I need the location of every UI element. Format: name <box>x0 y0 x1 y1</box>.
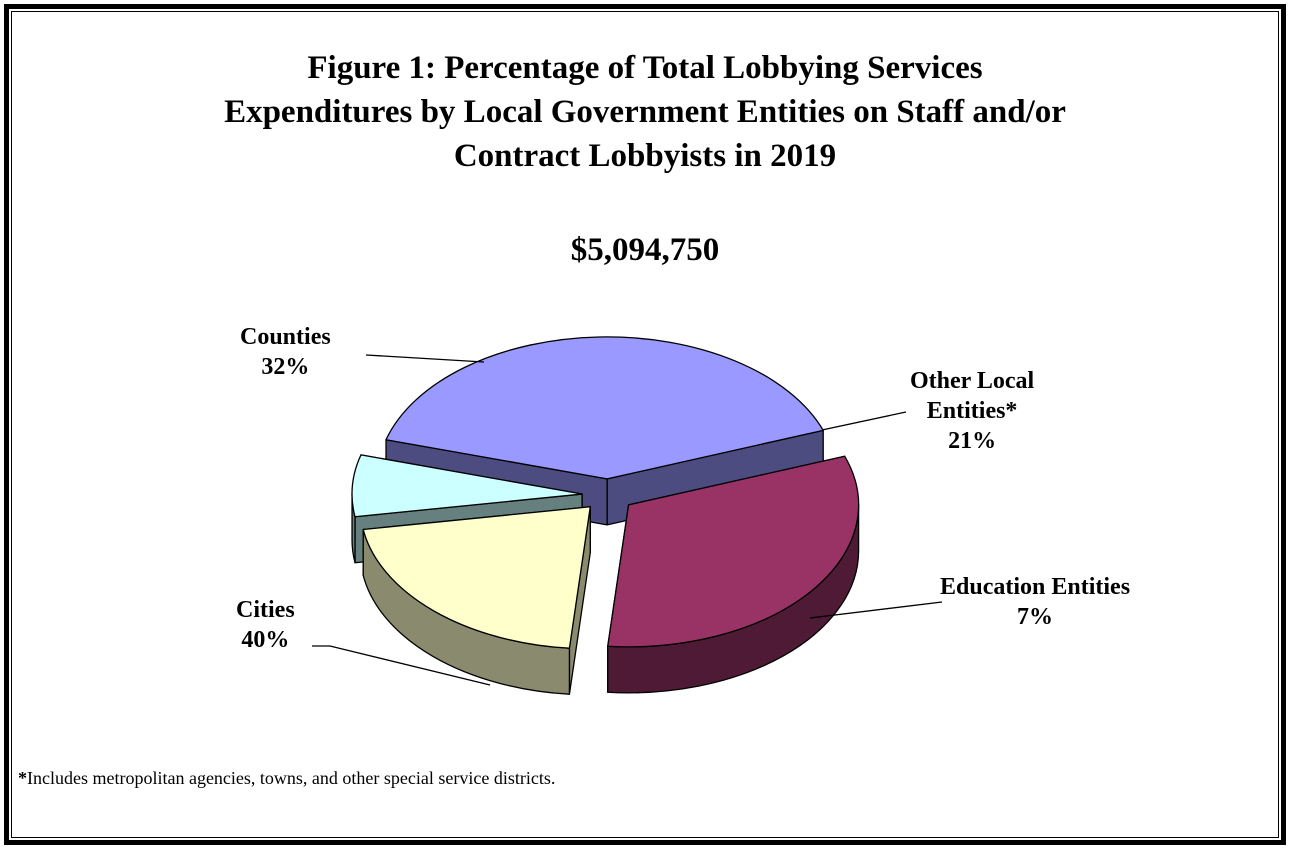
leader-line-cities <box>312 645 491 686</box>
footnote-asterisk: * <box>18 768 27 788</box>
slice-label-other-local-name-2: Entities* <box>926 398 1018 424</box>
pie-slice-education <box>351 454 583 518</box>
slice-label-cities: Cities 40% <box>236 595 295 655</box>
slice-label-education: Education Entities 7% <box>940 572 1130 632</box>
chart-title-line-3: Contract Lobbyists in 2019 <box>453 138 837 174</box>
chart-title-line-2: Expenditures by Local Government Entitie… <box>224 94 1066 130</box>
chart-subtitle-total: $5,094,750 <box>570 232 720 268</box>
chart-title: Figure 1: Percentage of Total Lobbying S… <box>0 46 1290 178</box>
chart-frame <box>4 4 1286 845</box>
slice-label-education-name: Education Entities <box>940 574 1131 600</box>
chart-title-line-1: Figure 1: Percentage of Total Lobbying S… <box>307 50 983 86</box>
pie-slice-cities <box>385 336 824 480</box>
slice-label-cities-name: Cities <box>236 597 295 623</box>
slice-label-counties-name: Counties <box>240 324 331 350</box>
leader-line-education <box>809 601 943 619</box>
slice-label-education-value: 7% <box>1017 604 1054 630</box>
slice-label-other-local: Other Local Entities* 21% <box>910 366 1034 456</box>
pie-slice-other-local <box>362 506 591 649</box>
leader-line-counties <box>365 354 485 363</box>
footnote-text: Includes metropolitan agencies, towns, a… <box>27 768 556 788</box>
footnote: *Includes metropolitan agencies, towns, … <box>18 768 555 789</box>
slice-label-counties-value: 32% <box>261 354 310 380</box>
pie-slice-counties <box>607 455 860 648</box>
leader-line-other-local <box>821 411 907 431</box>
slice-label-counties: Counties 32% <box>240 322 331 382</box>
slice-label-cities-value: 40% <box>241 627 290 653</box>
slice-label-other-local-name-1: Other Local <box>910 368 1035 394</box>
slice-label-other-local-value: 21% <box>948 428 997 454</box>
